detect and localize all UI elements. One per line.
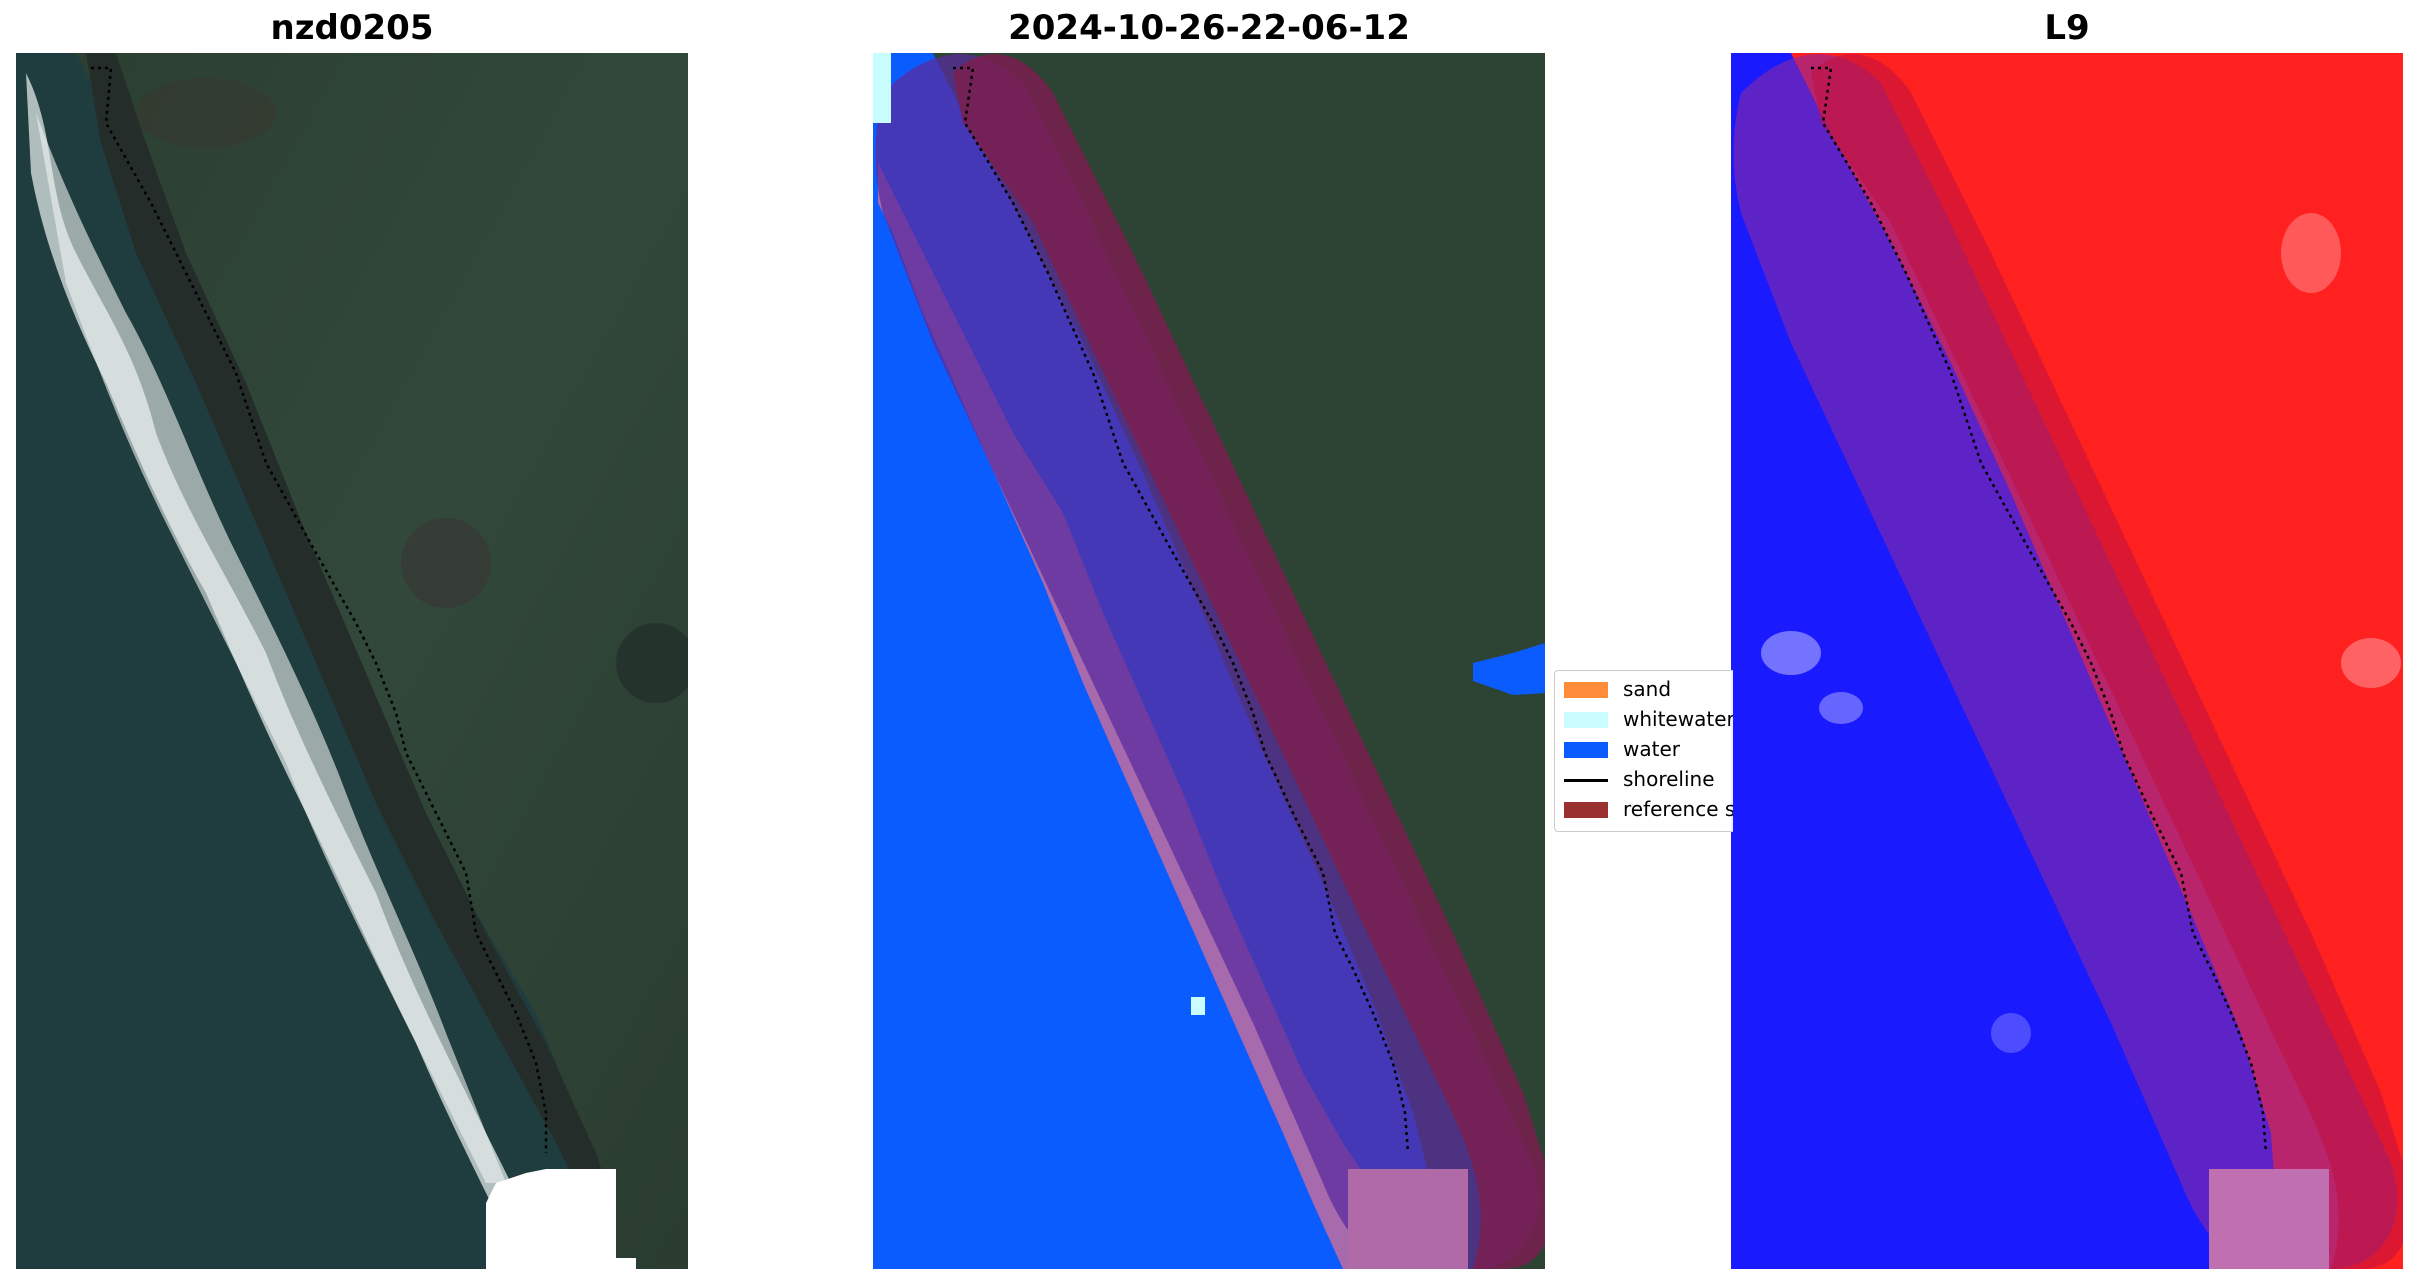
reference-buffer-landward: [1811, 54, 2403, 1269]
satellite-rgb-svg: [16, 53, 688, 1269]
satellite-rgb-image: [16, 53, 688, 1269]
shoreline-line: [91, 66, 548, 1153]
legend-item-whitewater: whitewater: [1555, 704, 1733, 734]
no-data-area: [486, 1169, 636, 1269]
classified-svg: [873, 53, 1545, 1269]
panel-title-index: L9: [2044, 8, 2090, 48]
veg-patch: [616, 623, 688, 703]
legend-item-water: water: [1555, 734, 1733, 764]
legend-label: shoreline: [1623, 767, 1715, 791]
classified-image: [873, 53, 1545, 1269]
water-index-svg: [1731, 53, 2403, 1269]
legend-label: whitewater: [1623, 707, 1733, 731]
no-data-block: [2209, 1169, 2329, 1269]
legend-item-reference-buffer: reference shoreline buffer: [1555, 794, 1733, 824]
bright-blob: [1991, 1013, 2031, 1053]
water-class-patch: [1473, 643, 1545, 695]
shoreline-line-icon: [1564, 779, 1608, 782]
shoreline-line: [1811, 66, 2268, 1154]
bright-blob: [1761, 631, 1821, 675]
legend-label: water: [1623, 737, 1680, 761]
legend-label: reference shoreline buffer: [1623, 797, 1733, 821]
whitewater-swatch-icon: [1564, 712, 1608, 728]
panel-title-rgb: nzd0205: [270, 8, 434, 48]
reference-buffer-swatch-icon: [1564, 802, 1608, 818]
bright-blob: [1819, 692, 1863, 724]
veg-patch: [136, 78, 276, 148]
panel-title-classified: 2024-10-26-22-06-12: [1008, 8, 1410, 48]
legend-label: sand: [1623, 677, 1672, 701]
veg-patch: [401, 518, 491, 608]
water-index-image: [1731, 53, 2403, 1269]
bright-blob: [2341, 638, 2401, 688]
whitewater-patch: [873, 53, 891, 123]
surf-band-inner: [36, 113, 506, 1183]
sand-swatch-icon: [1564, 682, 1608, 698]
bright-blob: [2281, 213, 2341, 293]
shoreline-line: [953, 66, 1410, 1154]
water-swatch-icon: [1564, 742, 1608, 758]
reference-buffer-landward: [953, 54, 1545, 1269]
sea-area: [16, 53, 596, 1269]
beach-strip: [86, 53, 616, 1223]
reference-buffer: [1733, 54, 2398, 1269]
no-data-block: [1348, 1169, 1468, 1269]
reference-buffer: [875, 54, 1540, 1269]
legend: sand whitewater water shoreline referenc…: [1554, 670, 1733, 832]
whitewater-patch: [1191, 997, 1205, 1015]
legend-item-shoreline: shoreline: [1555, 764, 1733, 794]
legend-item-sand: sand: [1555, 674, 1733, 704]
